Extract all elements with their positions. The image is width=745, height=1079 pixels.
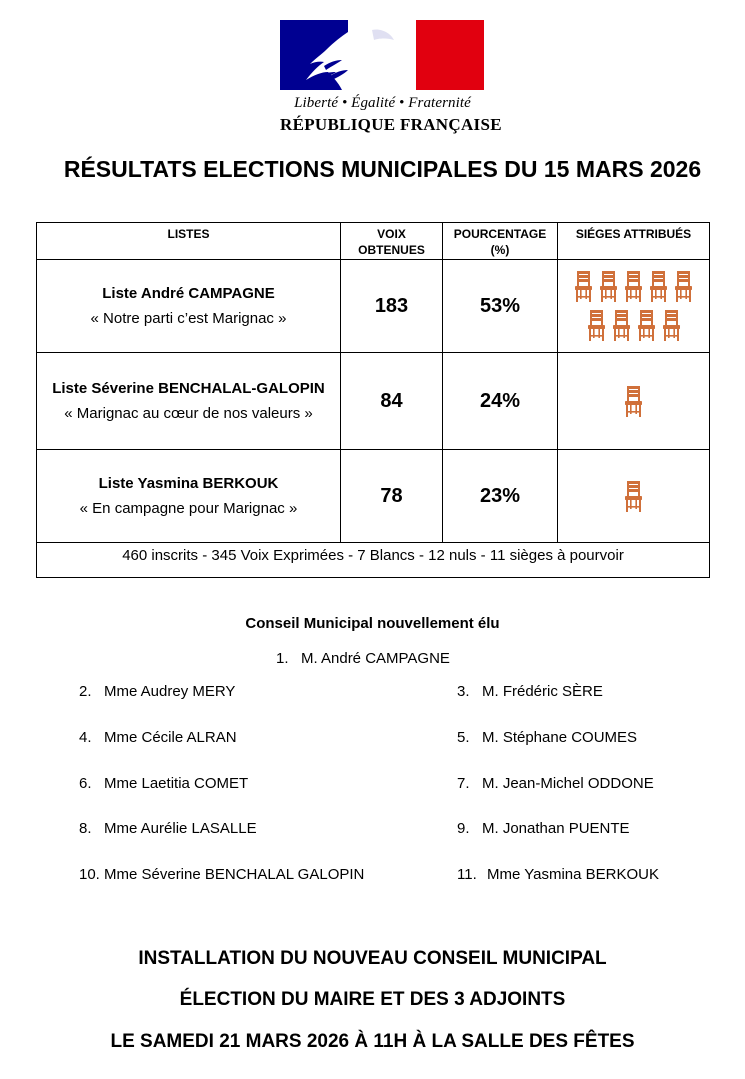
percent-value: 24%	[442, 352, 558, 450]
list-cell: Liste Yasmina BERKOUK « En campagne pour…	[36, 449, 341, 543]
table-row: Liste Séverine BENCHALAL-GALOPIN « Marig…	[36, 352, 710, 450]
seats-cell	[557, 352, 710, 450]
results-summary-row: 460 inscrits - 345 Voix Exprimées - 7 Bl…	[36, 542, 710, 578]
chair-icon	[637, 310, 655, 341]
republic-motto: Liberté • Égalité • Fraternité	[294, 95, 471, 111]
seats-cell	[557, 449, 710, 543]
chair-icon	[587, 310, 605, 341]
announcement-line-3: LE SAMEDI 21 MARS 2026 À 11H À LA SALLE …	[110, 1031, 635, 1052]
list-cell: Liste Séverine BENCHALAL-GALOPIN « Marig…	[36, 352, 341, 450]
results-header-row: LISTES VOIX OBTENUES POURCENTAGE (%) SIÉGE…	[36, 222, 710, 260]
page-title: RÉSULTATS ELECTIONS MUNICIPALES DU 15 MA…	[63, 156, 702, 182]
votes-value: 78	[340, 449, 443, 543]
percent-value: 23%	[442, 449, 558, 543]
seat-row	[624, 480, 643, 512]
seats-cell	[557, 259, 710, 353]
council-member: 9. M. Jonathan PUENTE	[457, 820, 630, 837]
republique-francaise-logo: Liberté • Égalité • Fraternité RÉPUBLIQU…	[280, 20, 502, 135]
council-member: 10. Mme Séverine BENCHALAL GALOPIN	[79, 866, 365, 883]
announcement-line-2: ÉLECTION DU MAIRE ET DES 3 ADJOINTS	[179, 989, 566, 1010]
chair-icon	[625, 271, 642, 302]
header-lists: LISTES	[36, 222, 341, 260]
council-member: 2. Mme Audrey MERY	[79, 683, 236, 700]
council-member: 11. Mme Yasmina BERKOUK	[457, 866, 659, 883]
list-name: Liste André CAMPAGNE	[102, 285, 275, 302]
marianne-flag-icon	[280, 20, 484, 90]
council-member: 8. Mme Aurélie LASALLE	[79, 820, 257, 837]
chair-icon	[612, 310, 630, 341]
seat-row	[624, 385, 643, 417]
list-slogan: « Marignac au cœur de nos valeurs »	[64, 405, 313, 422]
council-member: 7. M. Jean-Michel ODDONE	[457, 775, 654, 792]
council-member: 1. M. André CAMPAGNE	[276, 650, 450, 667]
chair-icon	[625, 480, 642, 512]
list-name: Liste Séverine BENCHALAL-GALOPIN	[52, 380, 325, 397]
header-seats: SIÉGES ATTRIBUÉS	[557, 222, 710, 260]
chair-icon	[625, 385, 642, 417]
results-summary: 460 inscrits - 345 Voix Exprimées - 7 Bl…	[36, 542, 710, 578]
table-row: Liste André CAMPAGNE « Notre parti c’est…	[36, 259, 710, 353]
results-table: LISTES VOIX OBTENUES POURCENTAGE (%) SIÉGE…	[36, 222, 710, 578]
seat-row	[574, 271, 693, 302]
council-member: 3. M. Frédéric SÈRE	[457, 683, 603, 700]
header-percent: POURCENTAGE (%)	[442, 222, 558, 260]
chair-icon	[662, 310, 680, 341]
council-title: Conseil Municipal nouvellement élu	[245, 615, 500, 632]
votes-value: 84	[340, 352, 443, 450]
chair-icon	[675, 271, 692, 302]
seat-row	[587, 310, 681, 341]
list-name: Liste Yasmina BERKOUK	[98, 475, 279, 492]
table-row: Liste Yasmina BERKOUK « En campagne pour…	[36, 449, 710, 543]
chair-icon	[600, 271, 617, 302]
announcement-line-1: INSTALLATION DU NOUVEAU CONSEIL MUNICIPA…	[138, 948, 607, 969]
council-member: 5. M. Stéphane COUMES	[457, 729, 638, 746]
council-member: 6. Mme Laetitia COMET	[79, 775, 249, 792]
list-slogan: « En campagne pour Marignac »	[79, 500, 298, 517]
chair-icon	[650, 271, 667, 302]
republique-francaise-label: RÉPUBLIQUE FRANÇAISE	[280, 115, 502, 134]
percent-value: 53%	[442, 259, 558, 353]
votes-value: 183	[340, 259, 443, 353]
list-cell: Liste André CAMPAGNE « Notre parti c’est…	[36, 259, 341, 353]
council-member: 4. Mme Cécile ALRAN	[79, 729, 237, 746]
list-slogan: « Notre parti c’est Marignac »	[90, 310, 287, 327]
header-votes: VOIX OBTENUES	[340, 222, 443, 260]
chair-icon	[575, 271, 592, 302]
